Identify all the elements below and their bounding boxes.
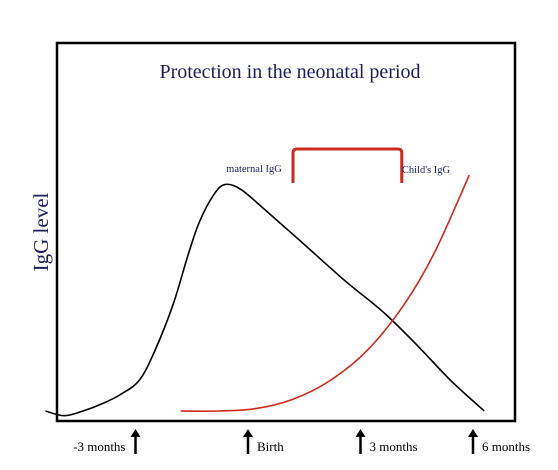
child-igg-label: Child's IgG bbox=[402, 165, 451, 176]
chart-title: Protection in the neonatal period bbox=[159, 61, 420, 83]
y-axis-label: IgG level bbox=[29, 192, 53, 271]
x-tick-arrow-icon bbox=[130, 429, 141, 437]
x-tick-label: 6 months bbox=[482, 439, 530, 454]
x-tick-label: -3 months bbox=[73, 439, 125, 454]
maternal-igg-line bbox=[45, 183, 485, 417]
x-tick: -3 months bbox=[73, 429, 141, 454]
x-tick: 3 months bbox=[355, 429, 418, 454]
x-tick-arrow-icon bbox=[468, 429, 478, 437]
x-axis-ticks: -3 months Birth 3 months 6 months bbox=[73, 429, 530, 454]
x-tick-label: Birth bbox=[257, 439, 284, 454]
x-tick: 6 months bbox=[468, 429, 530, 454]
child-igg-line bbox=[180, 174, 471, 412]
x-tick: Birth bbox=[243, 429, 284, 454]
x-tick-label: 3 months bbox=[370, 439, 418, 454]
plot-frame bbox=[55, 41, 517, 423]
x-tick-arrow-icon bbox=[355, 429, 366, 437]
maternal-igg-label: maternal IgG bbox=[226, 164, 282, 175]
x-tick-arrow-icon bbox=[243, 429, 253, 437]
bracket-annotation bbox=[291, 147, 404, 183]
